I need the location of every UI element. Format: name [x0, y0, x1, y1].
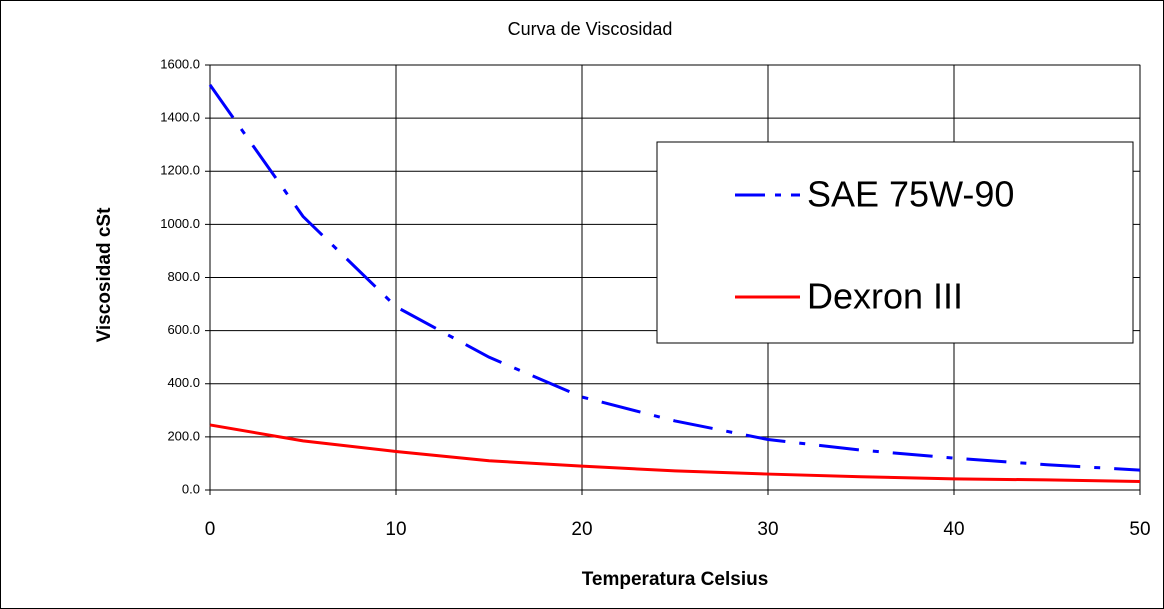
y-tick-label: 200.0 — [167, 428, 200, 443]
legend-label: SAE 75W-90 — [807, 174, 1014, 215]
x-axis-label: Temperatura Celsius — [582, 569, 769, 590]
x-tick-label: 0 — [205, 519, 216, 540]
y-tick-label: 0.0 — [182, 481, 200, 496]
series-line — [208, 84, 1141, 472]
y-tick-label: 400.0 — [167, 375, 200, 390]
x-tick-label: 10 — [385, 519, 406, 540]
y-axis-label: Viscosidad cSt — [94, 207, 115, 342]
chart-title: Curva de Viscosidad — [508, 19, 673, 39]
y-tick-label: 1600.0 — [160, 56, 200, 71]
y-tick-label: 1000.0 — [160, 216, 200, 231]
y-tick-label: 1400.0 — [160, 110, 200, 125]
x-tick-label: 40 — [943, 519, 964, 540]
y-tick-label: 600.0 — [167, 322, 200, 337]
y-tick-label: 1200.0 — [160, 163, 200, 178]
x-tick-label: 30 — [757, 519, 778, 540]
legend-label: Dexron III — [807, 276, 963, 317]
legend — [656, 141, 1134, 344]
x-tick-label: 20 — [571, 519, 592, 540]
x-tick-label: 50 — [1129, 519, 1150, 540]
series-line — [209, 423, 1141, 483]
y-tick-label: 800.0 — [167, 269, 200, 284]
